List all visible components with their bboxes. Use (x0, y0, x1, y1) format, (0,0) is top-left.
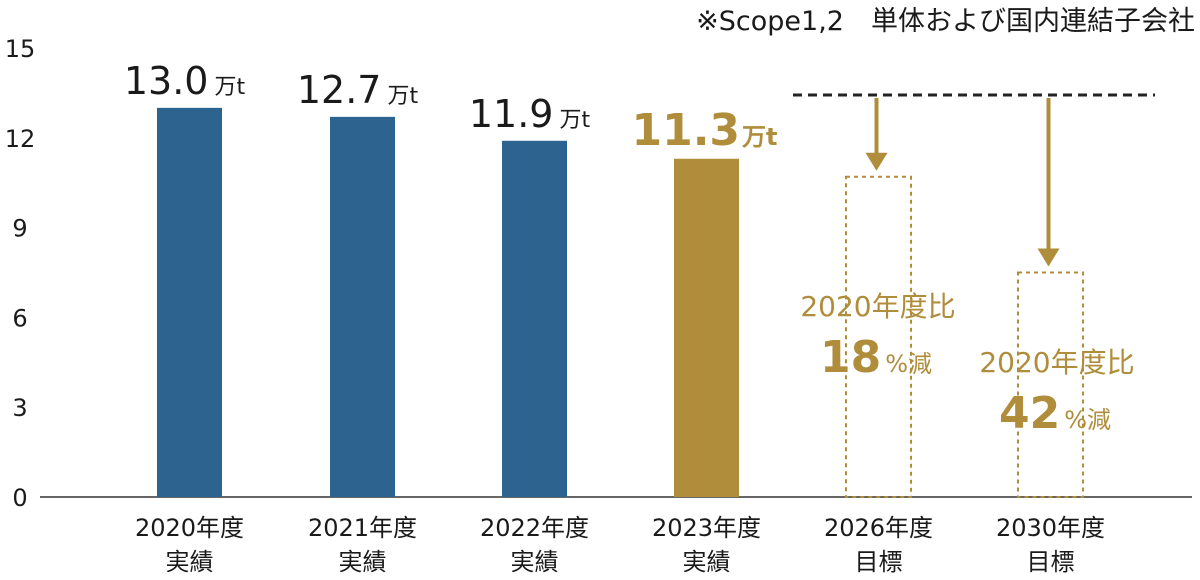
y-tick-label: 12 (5, 125, 36, 153)
x-tick-sublabel: 実績 (683, 548, 731, 576)
x-tick-sublabel: 実績 (166, 548, 214, 576)
value-label: 11.3万t (631, 105, 777, 156)
unit-label: 万t (742, 123, 777, 151)
value-label: 12.7 万t (297, 68, 419, 112)
x-tick-label: 2022年度 (480, 514, 589, 542)
unit-label: 万t (559, 108, 590, 133)
y-tick-label: 3 (12, 394, 27, 422)
x-tick-label: 2021年度 (308, 514, 417, 542)
unit-label: 万t (214, 75, 245, 100)
value-label: 11.9 万t (469, 92, 591, 136)
y-tick-label: 0 (12, 484, 27, 512)
target-bar (845, 175, 912, 498)
y-tick-label: 9 (12, 215, 27, 243)
x-tick-label: 2020年度 (135, 514, 244, 542)
target-base-label: 2020年度比 (979, 346, 1134, 379)
target-bar (1017, 271, 1084, 498)
target-base-label: 2020年度比 (800, 290, 955, 323)
x-tick-sublabel: 実績 (511, 548, 559, 576)
bar (330, 116, 395, 497)
x-tick-label: 2030年度 (996, 514, 1105, 542)
bar (157, 107, 222, 497)
arrow-head-icon (1037, 248, 1060, 267)
x-tick-sublabel: 目標 (1027, 548, 1075, 576)
target-percent-label: 42 %減 (999, 388, 1111, 439)
bar (674, 158, 739, 497)
y-tick-label: 15 (5, 35, 36, 63)
value-label: 13.0 万t (124, 59, 246, 103)
arrow-head-icon (865, 152, 888, 171)
target-percent-label: 18 %減 (820, 332, 932, 383)
y-tick-label: 6 (12, 304, 27, 332)
x-tick-label: 2026年度 (824, 514, 933, 542)
x-tick-sublabel: 実績 (339, 548, 387, 576)
scope-note: ※Scope1,2 単体および国内連結子会社 (696, 6, 1195, 37)
bar (502, 140, 567, 497)
x-tick-sublabel: 目標 (855, 548, 903, 576)
x-tick-label: 2023年度 (652, 514, 761, 542)
unit-label: 万t (387, 84, 418, 109)
